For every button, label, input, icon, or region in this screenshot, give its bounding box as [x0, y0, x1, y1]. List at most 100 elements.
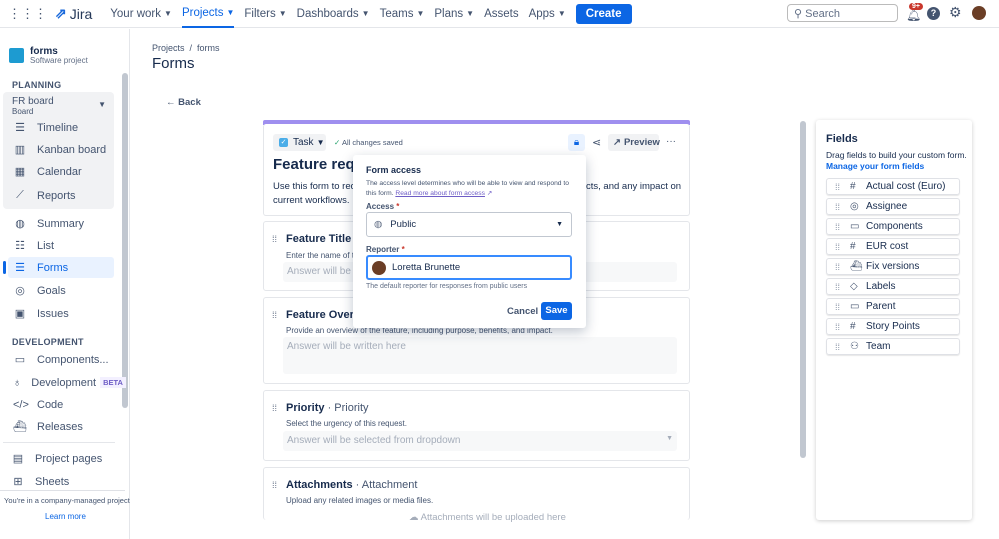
globe-icon: ◍ [15, 218, 25, 230]
sidebar-item-forms[interactable]: ☰ Forms [8, 257, 114, 278]
jira-logo[interactable]: ⇗ Jira [55, 5, 93, 22]
lock-icon[interactable]: 🔒︎ [568, 134, 585, 151]
sidebar-item-goals[interactable]: ◎ Goals [8, 280, 114, 301]
breadcrumb-forms[interactable]: forms [197, 43, 220, 53]
reporter-input[interactable]: Loretta Brunette [366, 255, 572, 280]
development-heading: DEVELOPMENT [12, 337, 84, 347]
help-icon[interactable]: ? [927, 7, 940, 20]
form-field-card[interactable]: ⁞⁞ Priority · Priority Select the urgenc… [263, 390, 690, 461]
sidebar-item-sheets[interactable]: ⊞ Sheets [6, 471, 112, 492]
board-selector[interactable]: FR board Board ▼ [12, 96, 110, 116]
nav-assets[interactable]: Assets [484, 7, 519, 20]
sidebar-item-code[interactable]: </> Code [8, 394, 114, 415]
nav-dashboards[interactable]: Dashboards ▼ [296, 7, 370, 20]
field-type-icon: ▭ [850, 301, 860, 312]
drag-handle-icon[interactable]: ⁞⁞ [835, 241, 841, 252]
board-icon: ▥ [14, 144, 26, 156]
sidebar-item-kanban[interactable]: ▥ Kanban board [8, 139, 114, 160]
field-hint: Select the urgency of this request. [286, 419, 407, 428]
field-label: Fix versions [866, 261, 920, 272]
field-item[interactable]: ⁞⁞ # EUR cost [826, 238, 960, 255]
drag-handle-icon[interactable]: ⁞⁞ [272, 480, 278, 490]
answer-placeholder: Answer will be written here [283, 337, 677, 374]
drag-handle-icon[interactable]: ⁞⁞ [835, 181, 841, 192]
nav-teams[interactable]: Teams ▼ [379, 7, 425, 20]
manage-fields-link[interactable]: Manage your form fields [826, 161, 925, 171]
planning-heading: PLANNING [12, 80, 62, 90]
field-item[interactable]: ⁞⁞ ◎ Assignee [826, 198, 960, 215]
drag-handle-icon[interactable]: ⁞⁞ [835, 341, 841, 352]
field-hint: Provide an overview of the feature, incl… [286, 326, 553, 335]
settings-icon[interactable]: ⚙ [949, 4, 962, 20]
top-nav: ⋮⋮⋮ ⇗ Jira Your work ▼ Projects ▼ Filters ▼ … [0, 0, 999, 28]
app-switcher-icon[interactable]: ⋮⋮⋮ [8, 5, 47, 21]
more-icon[interactable]: ··· [666, 136, 676, 147]
drag-handle-icon[interactable]: ⁞⁞ [835, 261, 841, 272]
sidebar-item-development[interactable]: ♁ Development BETA [8, 372, 126, 393]
nav-plans[interactable]: Plans ▼ [434, 7, 475, 20]
back-button[interactable]: ← Back [166, 97, 201, 108]
field-label: Assignee [866, 201, 908, 212]
globe-icon: ◍ [374, 219, 383, 230]
field-item[interactable]: ⁞⁞ ▭ Parent [826, 298, 960, 315]
project-type: Software project [30, 56, 88, 65]
cancel-button[interactable]: Cancel [507, 306, 539, 317]
search-icon: ⚲ [794, 8, 806, 20]
breadcrumb-projects[interactable]: Projects [152, 43, 185, 53]
field-item[interactable]: ⁞⁞ ⚇ Team [826, 338, 960, 355]
drag-handle-icon[interactable]: ⁞⁞ [835, 201, 841, 212]
sidebar-item-list[interactable]: ☷ List [8, 235, 114, 256]
drag-handle-icon[interactable]: ⁞⁞ [835, 281, 841, 292]
access-select[interactable]: ◍ Public ▼ [366, 212, 572, 237]
nav-projects[interactable]: Projects ▼ [181, 0, 235, 28]
label: Kanban board [37, 143, 107, 156]
external-link-icon: ↗ [613, 137, 621, 148]
notifications-icon[interactable]: 🔔︎ [906, 8, 922, 22]
label: Forms [37, 261, 69, 274]
target-icon: ◎ [15, 285, 25, 297]
save-button[interactable]: Save [541, 302, 572, 320]
preview-button[interactable]: ↗ Preview [608, 134, 660, 151]
learn-more-link[interactable]: Learn more [45, 512, 86, 521]
drag-handle-icon[interactable]: ⁞⁞ [835, 301, 841, 312]
drag-handle-icon[interactable]: ⁞⁞ [272, 310, 278, 320]
drag-handle-icon[interactable]: ⁞⁞ [272, 403, 278, 413]
form-title: Feature reque [273, 156, 373, 173]
field-item[interactable]: ⁞⁞ ⛴ Fix versions [826, 258, 960, 275]
sidebar-item-releases[interactable]: ⛴ Releases [8, 416, 114, 437]
dropdown-placeholder: Answer will be selected from dropdown ▼ [283, 431, 677, 451]
selected-indicator [3, 261, 6, 274]
share-icon[interactable]: ⋖ [592, 137, 602, 149]
drag-handle-icon[interactable]: ⁞⁞ [835, 221, 841, 232]
form-field-card[interactable]: ⁞⁞ Attachments · Attachment Upload any r… [263, 467, 690, 523]
create-button[interactable]: Create [575, 3, 632, 24]
nav-your-work[interactable]: Your work ▼ [110, 7, 172, 20]
project-name[interactable]: forms [30, 46, 58, 57]
nav-apps[interactable]: Apps ▼ [528, 7, 566, 20]
sidebar-item-project-pages[interactable]: ▤ Project pages [6, 448, 112, 469]
sidebar-item-timeline[interactable]: ☰ Timeline [8, 117, 114, 138]
field-type-icon: # [850, 241, 856, 252]
main-scrollbar[interactable] [800, 121, 806, 458]
avatar[interactable] [972, 6, 986, 20]
field-item[interactable]: ⁞⁞ ◇ Labels [826, 278, 960, 295]
sidebar-item-components[interactable]: ▭ Components... [8, 349, 114, 370]
board-name: FR board [12, 96, 54, 107]
sidebar-item-reports[interactable]: ⟋ Reports [8, 185, 114, 206]
sidebar-scrollbar[interactable] [122, 73, 128, 408]
field-label: Actual cost (Euro) [866, 181, 946, 192]
drag-handle-icon[interactable]: ⁞⁞ [272, 234, 278, 244]
components-icon: ▭ [14, 354, 26, 366]
form-access-link[interactable]: Read more about form access [395, 189, 485, 197]
sidebar-item-issues[interactable]: ▣ Issues [8, 303, 114, 324]
field-item[interactable]: ⁞⁞ # Story Points [826, 318, 960, 335]
search-input[interactable]: ⚲ Search [787, 4, 898, 22]
sidebar-item-calendar[interactable]: ▦ Calendar [8, 161, 114, 182]
issue-type-select[interactable]: ✓ Task ▼ [273, 134, 326, 151]
notification-badge: 9+ [909, 3, 923, 10]
field-item[interactable]: ⁞⁞ ▭ Components [826, 218, 960, 235]
sidebar-item-summary[interactable]: ◍ Summary [8, 213, 114, 234]
nav-filters[interactable]: Filters ▼ [244, 7, 287, 20]
drag-handle-icon[interactable]: ⁞⁞ [835, 321, 841, 332]
field-item[interactable]: ⁞⁞ # Actual cost (Euro) [826, 178, 960, 195]
